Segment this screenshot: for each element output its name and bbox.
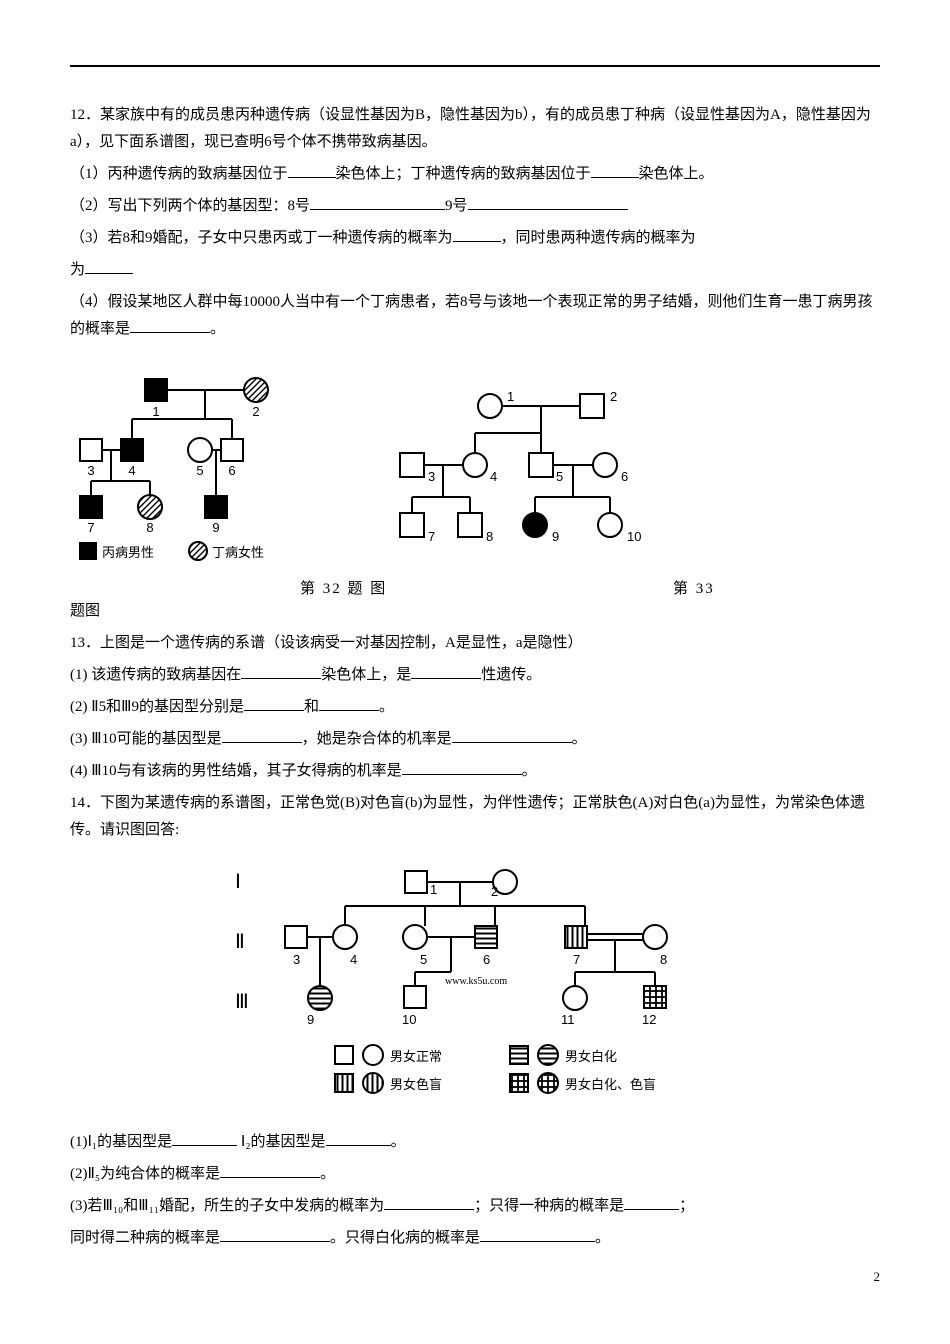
q12-3b: ，同时患两种遗传病的概率为: [501, 230, 696, 246]
q14-1: (1)Ⅰ₁的基因型是 Ⅰ₂的基因型是。: [70, 1129, 880, 1156]
q12-4b: 。: [210, 321, 225, 337]
svg-text:8: 8: [660, 952, 667, 967]
svg-text:8: 8: [146, 520, 153, 535]
q14-2: (2)Ⅱ₅为纯合体的概率是。: [70, 1161, 880, 1188]
cap-right: 第 33: [673, 581, 715, 597]
svg-text:1: 1: [430, 882, 437, 897]
q12-sub1: （1）丙种遗传病的致病基因位于 染色体上；丁种遗传病的致病基因位于 染色体上。: [70, 161, 880, 188]
q12-1a: （1）丙种遗传病的致病基因位于: [70, 166, 288, 182]
svg-text:6: 6: [483, 952, 490, 967]
svg-text:7: 7: [573, 952, 580, 967]
svg-text:6: 6: [228, 463, 235, 478]
cap-below: 题图: [70, 598, 880, 625]
legend-cb: 男女色盲: [390, 1077, 442, 1092]
svg-text:9: 9: [212, 520, 219, 535]
legend-normal: 男女正常: [390, 1049, 442, 1064]
blank: [468, 194, 628, 210]
q12-2a: （2）写出下列两个体的基因型：8号: [70, 198, 310, 214]
blank: [591, 162, 639, 178]
svg-text:8: 8: [486, 529, 493, 544]
svg-text:5: 5: [196, 463, 203, 478]
svg-text:3: 3: [293, 952, 300, 967]
svg-text:2: 2: [491, 884, 498, 899]
q14-3: (3)若Ⅲ₁₀和Ⅲ₁₁婚配，所生的子女中发病的概率为；只得一种病的概率是；: [70, 1193, 880, 1220]
svg-text:10: 10: [627, 529, 641, 544]
q12-sub3: （3）若8和9婚配，子女中只患丙或丁一种遗传病的概率为 ，同时患两种遗传病的概率为: [70, 225, 880, 252]
q12-1c: 染色体上。: [639, 166, 714, 182]
blank: [288, 162, 336, 178]
q13-3: (3) Ⅲ10可能的基因型是，她是杂合体的机率是。: [70, 726, 880, 753]
svg-text:6: 6: [621, 469, 628, 484]
svg-text:9: 9: [307, 1012, 314, 1027]
pedigree-q33: 1 2 3 4 5 6 7 8 9: [360, 381, 680, 571]
q14-stem: 14．下图为某遗传病的系谱图，正常色觉(B)对色盲(b)为显性，为伴性遗传；正常…: [70, 790, 880, 844]
blank: [310, 194, 445, 210]
legend-f: 丁病女性: [212, 545, 264, 560]
svg-text:5: 5: [556, 469, 563, 484]
q13-stem: 13．上图是一个遗传病的系谱（设该病受一对基因控制，A是显性，a是隐性）: [70, 630, 880, 657]
pedigree-q14: Ⅰ Ⅱ Ⅲ 1 2 3 4 5 6 7 8: [70, 856, 880, 1121]
svg-text:1: 1: [152, 404, 159, 419]
svg-text:11: 11: [561, 1012, 575, 1027]
q12-3a: （3）若8和9婚配，子女中只患丙或丁一种遗传病的概率为: [70, 230, 453, 246]
watermark-url: www.ks5u.com: [445, 976, 507, 987]
q13-2: (2) Ⅱ5和Ⅲ9的基因型分别是和。: [70, 694, 880, 721]
gen-I: Ⅰ: [235, 871, 241, 893]
gen-III: Ⅲ: [235, 991, 249, 1013]
svg-text:4: 4: [490, 469, 497, 484]
q14-4: 同时得二种病的概率是。只得白化病的概率是。: [70, 1225, 880, 1252]
svg-text:4: 4: [350, 952, 357, 967]
svg-text:12: 12: [642, 1012, 656, 1027]
pedigree-q32: 1 2 3 4 5 6 7 8 9 丙病: [70, 361, 350, 571]
cap-left: 第 32 题 图: [300, 581, 387, 597]
q12-sub4: （4）假设某地区人群中每10000人当中有一个丁病患者，若8号与该地一个表现正常…: [70, 289, 880, 343]
svg-text:10: 10: [402, 1012, 416, 1027]
svg-text:4: 4: [128, 463, 135, 478]
legend-alb: 男女白化: [565, 1049, 617, 1064]
legend-both: 男女白化、色盲: [565, 1077, 656, 1092]
q13-1: (1) 该遗传病的致病基因在染色体上，是性遗传。: [70, 662, 880, 689]
gen-II: Ⅱ: [235, 931, 245, 953]
svg-text:2: 2: [252, 404, 259, 419]
page-number: 2: [874, 1269, 881, 1285]
blank: [453, 226, 501, 242]
q13-4: (4) Ⅲ10与有该病的男性结婚，其子女得病的机率是。: [70, 758, 880, 785]
q12-sub2: （2）写出下列两个体的基因型：8号 9号: [70, 193, 880, 220]
figure-caption: 第 32 题 图 第 33: [70, 577, 880, 598]
blank: [130, 317, 210, 333]
q12-1b: 染色体上；丁种遗传病的致病基因位于: [336, 166, 591, 182]
svg-text:2: 2: [610, 389, 617, 404]
svg-text:1: 1: [507, 389, 514, 404]
svg-text:7: 7: [87, 520, 94, 535]
legend-m: 丙病男性: [102, 545, 154, 560]
svg-text:5: 5: [420, 952, 427, 967]
figure-row: 1 2 3 4 5 6 7 8 9 丙病: [70, 361, 880, 571]
q12-sub3c: 为: [70, 257, 880, 284]
svg-text:3: 3: [87, 463, 94, 478]
q12-stem: 12．某家族中有的成员患丙种遗传病（设显性基因为B，隐性基因为b），有的成员患丁…: [70, 102, 880, 156]
svg-text:9: 9: [552, 529, 559, 544]
q12-2b: 9号: [445, 198, 468, 214]
blank: [85, 258, 133, 274]
svg-text:7: 7: [428, 529, 435, 544]
svg-text:3: 3: [428, 469, 435, 484]
